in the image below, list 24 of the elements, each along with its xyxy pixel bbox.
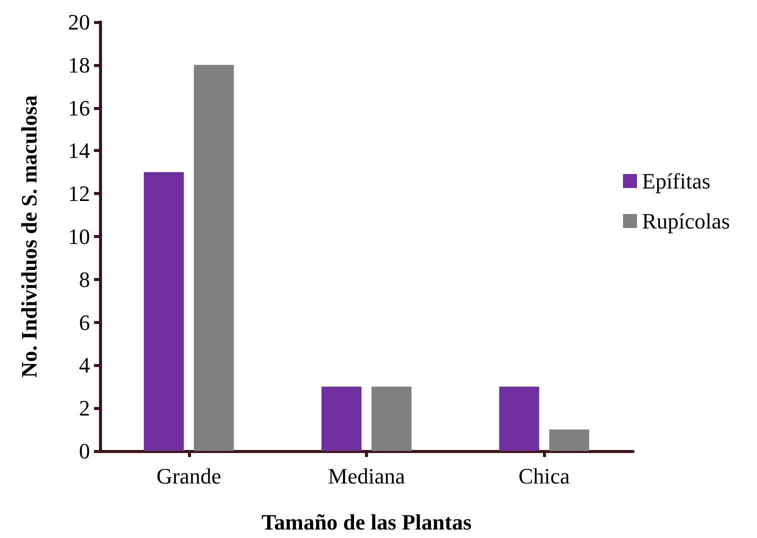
x-axis-title: Tamaño de las Plantas	[261, 510, 472, 534]
y-tick-label: 8	[79, 266, 90, 292]
x-tick-label: Chica	[518, 464, 570, 488]
y-tick-label: 14	[68, 138, 90, 164]
legend-label: Rupícolas	[642, 208, 730, 234]
y-tick-label: 2	[79, 396, 90, 421]
bar	[194, 64, 234, 451]
bar	[144, 172, 184, 451]
y-axis-title: No. Individuos de S. maculosa	[16, 95, 42, 378]
y-tick-label: 20	[68, 10, 90, 34]
y-tick-label: 4	[79, 352, 90, 378]
y-tick-label: 10	[68, 224, 90, 249]
bar	[549, 430, 590, 451]
x-tick-label: Mediana	[328, 464, 406, 488]
bar	[372, 386, 412, 451]
legend-label: Epífitas	[642, 168, 710, 194]
bar	[322, 386, 362, 451]
y-tick-label: 16	[68, 95, 90, 120]
y-tick-label: 6	[79, 310, 90, 335]
y-tick-label: 18	[68, 52, 90, 78]
y-tick-label: 0	[79, 438, 90, 464]
bar	[499, 386, 540, 451]
y-tick-label: 12	[68, 181, 90, 206]
x-tick-label: Grande	[156, 464, 222, 488]
